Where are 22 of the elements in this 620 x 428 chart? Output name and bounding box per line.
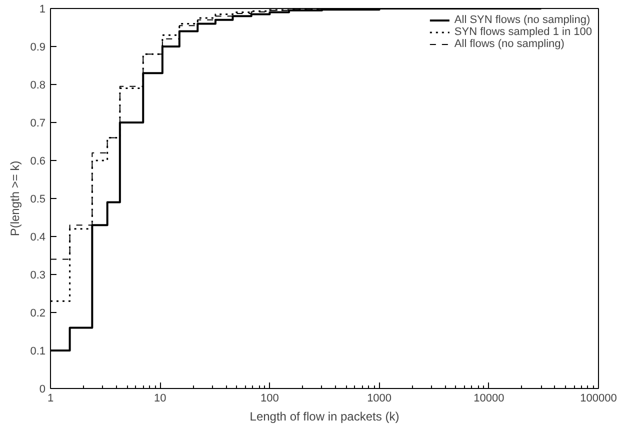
y-tick-label: 0.9 <box>30 42 46 54</box>
x-tick-label: 1 <box>47 392 54 404</box>
x-tick-label: 1000 <box>367 392 392 404</box>
y-tick-label: 1 <box>39 4 46 16</box>
y-tick-label: 0.2 <box>30 308 46 320</box>
legend-label: All flows (no sampling) <box>454 38 564 50</box>
y-tick-label: 0.6 <box>30 156 46 168</box>
y-tick-label: 0.3 <box>30 270 46 282</box>
legend-label: All SYN flows (no sampling) <box>454 14 590 26</box>
x-axis-title: Length of flow in packets (k) <box>250 410 400 424</box>
x-tick-label: 10000 <box>474 392 504 404</box>
y-tick-label: 0.8 <box>30 80 46 92</box>
y-tick-label: 0.7 <box>30 118 46 130</box>
x-tick-label: 100 <box>260 392 279 404</box>
x-tick-label: 100000 <box>580 392 617 404</box>
y-tick-label: 0.5 <box>30 194 46 206</box>
y-tick-label: 0 <box>39 384 46 396</box>
y-tick-label: 0.1 <box>30 346 46 358</box>
y-tick-label: 0.4 <box>30 232 46 244</box>
x-tick-label: 10 <box>154 392 166 404</box>
y-axis-title: P(length >= k) <box>8 160 22 236</box>
legend-label: SYN flows sampled 1 in 100 <box>454 26 592 38</box>
